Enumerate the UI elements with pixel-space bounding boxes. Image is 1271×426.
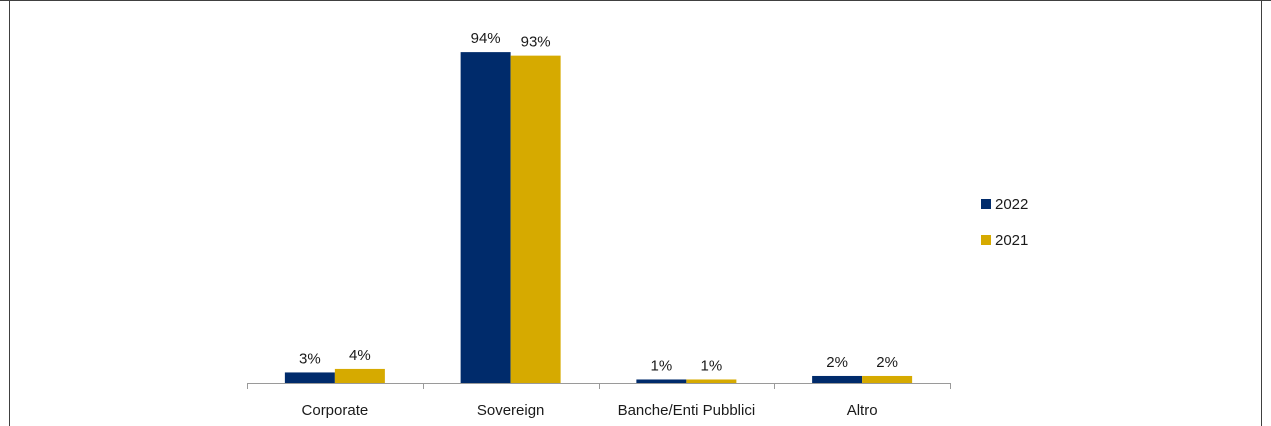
bar-2021-altro — [862, 375, 913, 383]
legend-swatch-2022 — [981, 199, 991, 209]
data-label: 2% — [876, 354, 898, 371]
bar-2021-sovereign — [510, 55, 561, 383]
legend-swatch-2021 — [981, 235, 991, 245]
bar-2022-sovereign — [460, 52, 511, 384]
data-label: 93% — [521, 34, 551, 51]
x-tick-label: Altro — [847, 402, 878, 419]
bar-2022-altro — [812, 375, 863, 383]
data-label: 4% — [349, 347, 371, 364]
data-label: 2% — [826, 354, 848, 371]
data-label: 1% — [651, 357, 673, 374]
legend: 2022 2021 — [981, 196, 1028, 249]
legend-label: 2021 — [995, 232, 1028, 249]
data-label: 3% — [299, 350, 321, 367]
x-tick-label: Corporate — [302, 402, 369, 419]
legend-label: 2022 — [995, 196, 1028, 213]
data-label: 94% — [471, 30, 501, 47]
bar-2021-banche-enti-pubblici — [686, 379, 737, 383]
plot-area: 3% 4% Corporate 94% 93% Sovereign 1% 1% Banche/E… — [247, 30, 951, 419]
bar-2022-corporate — [284, 372, 335, 383]
x-tick-label: Banche/Enti Pubblici — [618, 402, 756, 419]
data-label: 1% — [701, 357, 723, 374]
bar-2022-banche-enti-pubblici — [636, 379, 687, 383]
x-tick-label: Sovereign — [477, 402, 545, 419]
bar-2021-corporate — [334, 368, 385, 383]
